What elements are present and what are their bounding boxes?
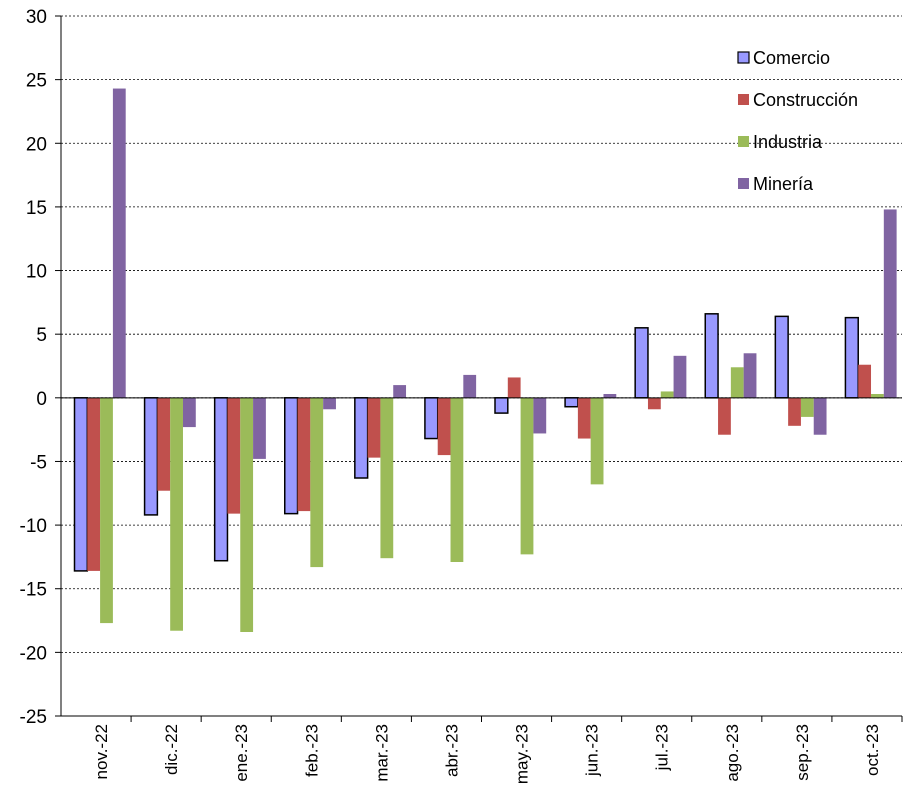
legend-swatch-industria [738,136,749,147]
bar-minería-oct.-23 [883,209,897,398]
x-tick-label: oct.-23 [863,724,882,776]
bar-comercio-oct.-23 [844,316,859,399]
y-tick-label: 0 [36,389,47,410]
bar-construcción-jun.-23 [577,397,591,439]
legend-swatch-minería [738,178,749,189]
legend-label-industria: Industria [753,132,823,152]
bar-comercio-nov.-22 [73,397,89,572]
bar-comercio-abr.-23 [424,397,439,440]
x-tick-label: abr.-23 [442,724,461,777]
x-tick-label: nov.-22 [92,724,111,779]
y-tick-label: 10 [26,262,47,283]
bar-construcción-oct.-23 [858,364,872,398]
bar-minería-may.-23 [533,397,547,434]
y-tick-label: 15 [26,198,47,219]
bar-comercio-jul.-23 [634,327,649,399]
bar-industria-nov.-22 [100,397,113,624]
bar-minería-dic.-22 [182,397,196,428]
x-axis-labels: nov.-22 dic.-22 ene.-23 feb.-23 mar.-23 abr.-… [92,716,903,784]
bar-comercio-mar.-23 [354,397,369,479]
bar-construcción-mar.-23 [367,397,381,458]
y-tick-label: -20 [20,643,47,664]
bar-industria-mar.-23 [380,397,394,559]
y-axis-ticks: 30 25 20 15 10 5 0 -5 -10 -15 -20 -25 [20,7,61,728]
bar-comercio-sep.-23 [774,315,789,399]
x-tick-label: ene.-23 [232,724,251,782]
y-tick-label: 5 [36,325,47,346]
bar-industria-oct.-23 [871,394,884,398]
bar-construcción-ene.-23 [227,397,241,514]
legend-swatch-construcción [738,94,749,105]
y-tick-label: 25 [26,71,47,92]
bar-comercio-may.-23 [494,397,509,414]
bar-minería-ago.-23 [743,353,757,398]
legend-label-construcción: Construcción [753,90,858,110]
bar-construcción-sep.-23 [788,397,801,426]
bar-industria-jul.-23 [660,391,674,398]
bar-minería-sep.-23 [813,397,827,435]
bar-industria-dic.-22 [170,397,183,631]
bar-minería-abr.-23 [463,374,477,398]
bar-minería-nov.-22 [112,88,126,398]
bar-industria-abr.-23 [450,397,464,562]
bar-construcción-ago.-23 [718,397,731,435]
bar-comercio-ago.-23 [704,313,719,399]
x-tick-label: feb.-23 [302,724,321,777]
y-tick-label: -25 [20,707,47,728]
bar-construcción-dic.-22 [157,397,171,491]
bar-industria-jun.-23 [590,397,604,485]
y-tick-label: -15 [20,580,47,601]
bar-construcción-may.-23 [507,377,521,398]
bar-construcción-feb.-23 [297,397,311,512]
bar-industria-ene.-23 [240,397,254,632]
bar-comercio-ene.-23 [213,397,229,562]
y-tick-label: 20 [26,134,47,155]
x-tick-label: dic.-22 [162,724,181,775]
bar-construcción-jul.-23 [647,397,661,410]
bar-comercio-dic.-22 [143,397,159,516]
bar-industria-ago.-23 [730,367,744,398]
x-tick-label: ago.-23 [723,724,742,782]
bar-construcción-nov.-22 [87,397,101,571]
bar-comercio-jun.-23 [564,397,579,408]
y-tick-label: 30 [26,7,47,28]
legend-swatch-comercio [737,51,750,64]
bar-minería-feb.-23 [323,397,336,410]
y-tick-label: -5 [30,452,47,473]
bar-construcción-abr.-23 [437,397,451,456]
x-tick-label: may.-23 [513,724,532,784]
bar-industria-may.-23 [520,397,534,555]
legend: Comercio Construcción Industria Minería [737,48,858,194]
bars [73,88,897,632]
x-tick-label: mar.-23 [372,724,391,782]
bar-comercio-feb.-23 [284,397,299,515]
bar-minería-jun.-23 [603,394,617,398]
legend-label-comercio: Comercio [753,48,830,68]
bar-minería-jul.-23 [673,355,687,398]
y-tick-label: -10 [20,516,47,537]
bar-minería-mar.-23 [393,385,407,398]
bar-industria-sep.-23 [800,397,814,417]
bar-minería-ene.-23 [253,397,266,459]
x-tick-label: sep.-23 [793,724,812,781]
legend-label-minería: Minería [753,174,814,194]
x-tick-label: jun.-23 [583,724,602,777]
bar-industria-feb.-23 [310,397,324,568]
x-tick-label: jul.-23 [653,724,672,771]
